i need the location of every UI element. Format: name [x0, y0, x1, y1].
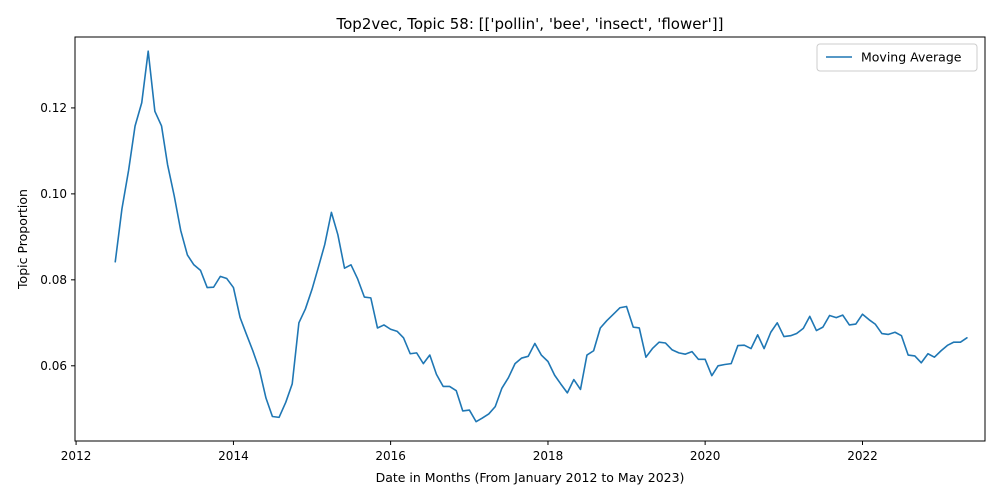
y-tick-label: 0.06: [40, 359, 67, 373]
x-tick-label: 2022: [847, 449, 878, 463]
series-line-moving-average: [114, 50, 968, 423]
y-axis: 0.06 0.08 0.10 0.12: [40, 101, 75, 373]
x-tick-label: 2020: [690, 449, 721, 463]
legend-box: [816, 43, 978, 72]
x-tick-label: 2016: [375, 449, 406, 463]
y-tick-label: 0.08: [40, 273, 67, 287]
y-axis-title: Topic Proportion: [15, 189, 30, 290]
x-tick-label: 2014: [218, 449, 249, 463]
x-tick-label: 2012: [61, 449, 92, 463]
plot-frame: [74, 36, 986, 442]
y-tick-label: 0.10: [40, 187, 67, 201]
chart-title: Top2vec, Topic 58: [['pollin', 'bee', 'i…: [336, 15, 724, 33]
y-tick-label: 0.12: [40, 101, 67, 115]
x-tick-label: 2018: [533, 449, 564, 463]
plot-area: [74, 36, 986, 442]
x-axis: 2012 2014 2016 2018 2020 2022: [61, 441, 878, 463]
x-axis-title: Date in Months (From January 2012 to May…: [376, 470, 685, 485]
legend-label: Moving Average: [861, 50, 962, 65]
legend: Moving Average: [816, 43, 978, 72]
